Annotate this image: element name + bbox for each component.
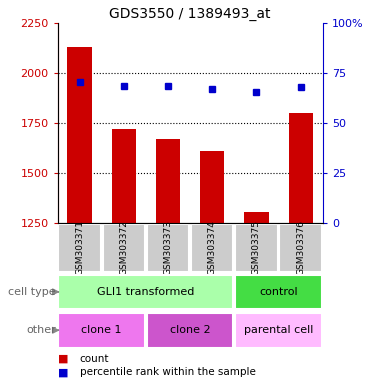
FancyBboxPatch shape <box>279 224 322 271</box>
Text: ■: ■ <box>58 354 68 364</box>
FancyBboxPatch shape <box>58 313 145 348</box>
Text: GSM303373: GSM303373 <box>164 220 173 275</box>
Text: clone 1: clone 1 <box>82 325 122 335</box>
Text: control: control <box>259 287 298 297</box>
Bar <box>289 113 313 223</box>
Text: GSM303376: GSM303376 <box>296 220 305 275</box>
Text: ■: ■ <box>58 367 68 377</box>
FancyBboxPatch shape <box>191 224 233 271</box>
Bar <box>244 212 269 223</box>
FancyBboxPatch shape <box>235 275 322 309</box>
FancyBboxPatch shape <box>235 313 322 348</box>
Text: count: count <box>80 354 109 364</box>
Text: GSM303371: GSM303371 <box>75 220 84 275</box>
Bar <box>200 151 224 223</box>
FancyBboxPatch shape <box>58 275 233 309</box>
Text: GSM303374: GSM303374 <box>208 220 217 275</box>
FancyBboxPatch shape <box>58 224 101 271</box>
Text: percentile rank within the sample: percentile rank within the sample <box>80 367 256 377</box>
Text: cell type: cell type <box>8 287 56 297</box>
Text: GSM303375: GSM303375 <box>252 220 261 275</box>
Text: clone 2: clone 2 <box>170 325 210 335</box>
Bar <box>112 129 136 223</box>
Bar <box>156 139 180 223</box>
Text: GSM303372: GSM303372 <box>119 220 128 275</box>
FancyBboxPatch shape <box>147 224 189 271</box>
Text: parental cell: parental cell <box>244 325 313 335</box>
FancyBboxPatch shape <box>147 313 233 348</box>
Text: GLI1 transformed: GLI1 transformed <box>97 287 195 297</box>
Title: GDS3550 / 1389493_at: GDS3550 / 1389493_at <box>109 7 271 21</box>
FancyBboxPatch shape <box>235 224 278 271</box>
Text: other: other <box>26 325 56 335</box>
FancyBboxPatch shape <box>103 224 145 271</box>
Bar <box>68 47 92 223</box>
